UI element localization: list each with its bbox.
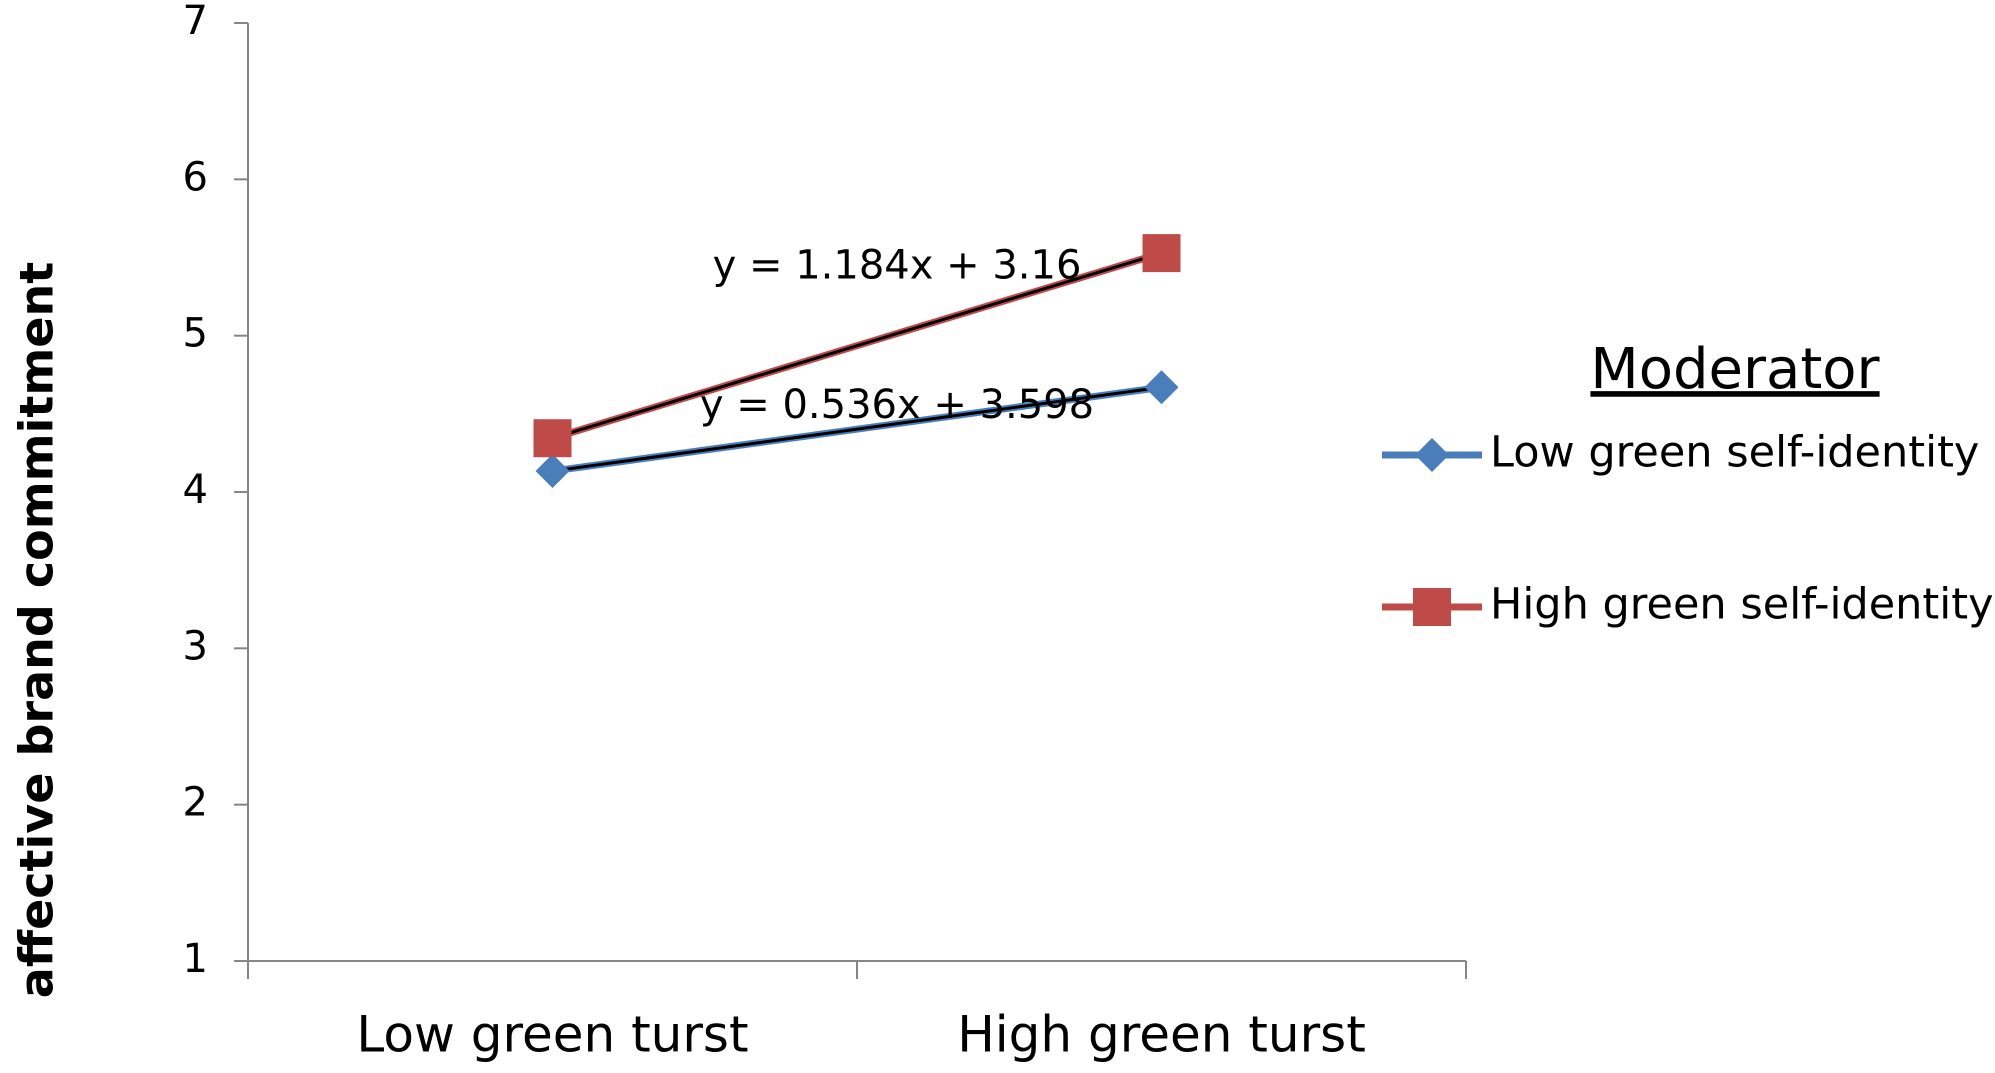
y-tick-label: 7	[183, 0, 208, 44]
y-tick-label: 2	[183, 780, 208, 826]
trendline	[552, 385, 1162, 473]
legend-label: High green self-identity	[1490, 580, 1994, 630]
legend-title: Moderator	[1590, 337, 1880, 402]
y-tick-label: 3	[183, 623, 208, 669]
legend-label: Low green self-identity	[1490, 428, 1979, 478]
x-tick-label: High green turst	[957, 1006, 1366, 1064]
x-tick-label: Low green turst	[356, 1006, 748, 1064]
y-tick-label: 5	[183, 311, 208, 357]
marker	[1142, 234, 1181, 273]
y-tick-label: 6	[183, 154, 208, 200]
marker	[535, 454, 570, 489]
trendline-label: y = 1.184x + 3.16	[713, 243, 1082, 289]
trendline	[552, 251, 1162, 440]
legend-marker	[1413, 588, 1451, 626]
marker	[533, 419, 572, 458]
y-axis-label: affective brand commitment	[10, 262, 64, 998]
y-tick-label: 1	[183, 936, 208, 982]
trendline-label: y = 0.536x + 3.598	[700, 382, 1094, 428]
y-tick-label: 4	[183, 467, 208, 513]
marker	[1144, 370, 1179, 405]
legend-marker	[1415, 438, 1449, 472]
